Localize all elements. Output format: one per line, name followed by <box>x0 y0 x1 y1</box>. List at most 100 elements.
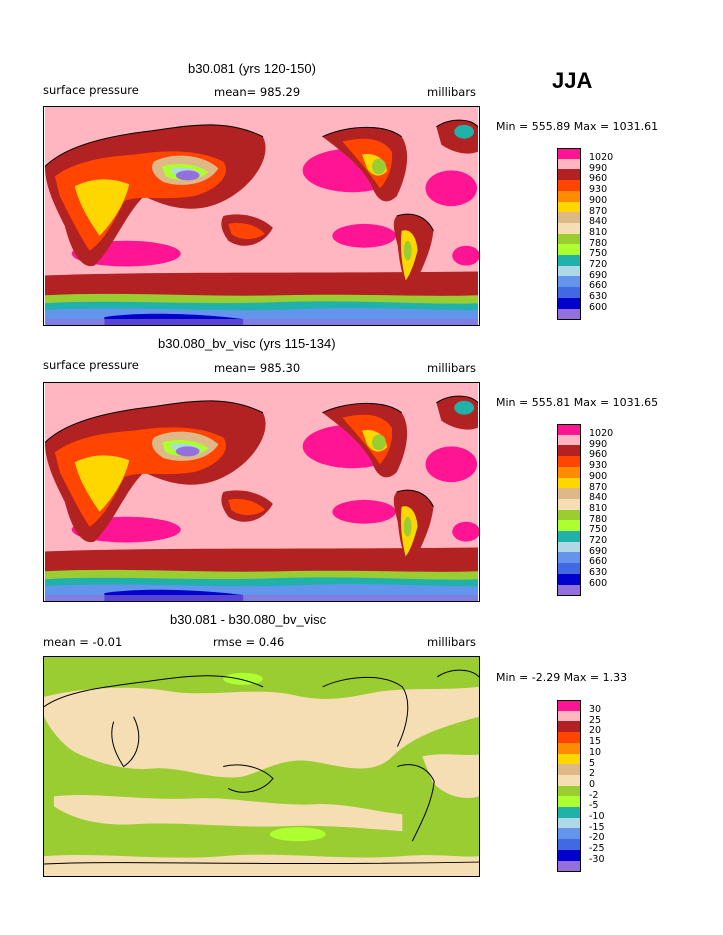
colorbar-label: 660 <box>589 556 608 568</box>
colorbar-swatch: 25 <box>557 710 647 725</box>
colorbar-swatch <box>557 860 647 872</box>
colorbar-color <box>557 721 581 733</box>
panel-1-minmax: Min = 555.89 Max = 1031.61 <box>496 120 659 133</box>
colorbar-color <box>557 796 581 808</box>
colorbar-swatch: 780 <box>557 233 647 248</box>
colorbar-swatch: 1020 <box>557 148 647 163</box>
panel-2-pressure-field <box>44 383 479 601</box>
colorbar-label: 1020 <box>589 152 614 163</box>
colorbar-color <box>557 498 581 511</box>
colorbar-color <box>557 456 581 468</box>
panel-1-title: b30.081 (yrs 120-150) <box>188 61 316 76</box>
colorbar-label: 20 <box>589 725 602 737</box>
colorbar-swatch: 780 <box>557 509 647 524</box>
colorbar-color <box>557 180 581 192</box>
colorbar-color <box>557 158 581 170</box>
colorbar-color <box>557 817 581 829</box>
colorbar-swatch: -15 <box>557 817 647 832</box>
colorbar-label: 2 <box>589 768 596 780</box>
colorbar-color <box>557 287 581 299</box>
colorbar-swatch: 870 <box>557 201 647 216</box>
panel-2-units-label: millibars <box>427 361 477 375</box>
colorbar-color <box>557 308 581 320</box>
colorbar-swatch: 990 <box>557 434 647 449</box>
colorbar-label: 750 <box>589 248 608 260</box>
colorbar-color <box>557 732 581 744</box>
colorbar-color <box>557 445 581 457</box>
colorbar-color <box>557 774 581 787</box>
colorbar-color <box>557 255 581 267</box>
colorbar-color <box>557 169 581 181</box>
colorbar-label: 810 <box>589 502 608 514</box>
panel-1-field-label: surface pressure <box>43 83 139 97</box>
colorbar-swatch: 2 <box>557 764 647 779</box>
colorbar-label: 25 <box>589 714 602 726</box>
colorbar-swatch: -10 <box>557 807 647 822</box>
colorbar-swatch: 720 <box>557 255 647 270</box>
colorbar-color <box>557 828 581 840</box>
colorbar-color <box>557 860 581 872</box>
colorbar-label: 630 <box>589 567 608 579</box>
colorbar-color <box>557 531 581 543</box>
colorbar-label: -15 <box>589 821 605 833</box>
panel-1-mean-label: mean= 985.29 <box>214 85 301 99</box>
colorbar-label: 600 <box>589 301 608 313</box>
colorbar-swatch: 1020 <box>557 424 647 439</box>
colorbar-swatch: 720 <box>557 531 647 546</box>
colorbar-swatch: -30 <box>557 849 647 864</box>
colorbar-swatch: 15 <box>557 732 647 747</box>
colorbar-swatch: 630 <box>557 287 647 302</box>
colorbar-label: 840 <box>589 492 608 504</box>
season-label: JJA <box>552 68 593 93</box>
colorbar-color <box>557 190 581 202</box>
colorbar-swatch: -2 <box>557 785 647 800</box>
colorbar-swatch: 870 <box>557 477 647 492</box>
colorbar-label: 780 <box>589 513 608 525</box>
colorbar-swatch: 630 <box>557 563 647 578</box>
colorbar-swatch: 960 <box>557 445 647 460</box>
colorbar-swatch: 900 <box>557 466 647 481</box>
colorbar-swatch: 690 <box>557 541 647 556</box>
panel-2-title: b30.080_bv_visc (yrs 115-134) <box>158 336 336 351</box>
colorbar-label: 870 <box>589 205 608 217</box>
colorbar-swatch: 960 <box>557 169 647 184</box>
colorbar-swatch: 810 <box>557 222 647 237</box>
panel-2-minmax: Min = 555.81 Max = 1031.65 <box>496 396 659 409</box>
panel-3-title: b30.081 - b30.080_bv_visc <box>170 612 327 627</box>
colorbar-color <box>557 563 581 575</box>
colorbar-label: 960 <box>589 449 608 461</box>
colorbar-label: 900 <box>589 470 608 482</box>
colorbar-color <box>557 466 581 478</box>
colorbar-label: 1020 <box>589 428 614 439</box>
colorbar-label: 780 <box>589 237 608 249</box>
colorbar-color <box>557 839 581 851</box>
colorbar-label: 870 <box>589 481 608 493</box>
colorbar-swatch: 840 <box>557 488 647 503</box>
colorbar-swatch: 930 <box>557 456 647 471</box>
colorbar-swatch: -5 <box>557 796 647 811</box>
colorbar-label: 990 <box>589 438 608 450</box>
colorbar-label: 750 <box>589 524 608 536</box>
colorbar-swatch: 20 <box>557 721 647 736</box>
colorbar-color <box>557 148 581 160</box>
colorbar-label: 630 <box>589 291 608 303</box>
colorbar-label: 5 <box>589 757 596 769</box>
colorbar-color <box>557 573 581 585</box>
colorbar-color <box>557 201 581 213</box>
colorbar-label: 930 <box>589 460 608 472</box>
colorbar-label: 720 <box>589 535 608 546</box>
colorbar-color <box>557 753 581 765</box>
colorbar-label: 30 <box>589 704 602 715</box>
colorbar-swatch: 930 <box>557 180 647 195</box>
colorbar-swatch <box>557 584 647 596</box>
colorbar-label: 810 <box>589 226 608 238</box>
colorbar-swatch: 900 <box>557 190 647 205</box>
colorbar-label: 690 <box>589 269 608 281</box>
colorbar-label: 900 <box>589 194 608 206</box>
colorbar-label: 0 <box>589 778 596 790</box>
colorbar-color <box>557 552 581 564</box>
colorbar-label: 720 <box>589 259 608 270</box>
panel-2-field-label: surface pressure <box>43 358 139 372</box>
colorbar-label: 600 <box>589 577 608 589</box>
colorbar-label: 10 <box>589 746 602 758</box>
